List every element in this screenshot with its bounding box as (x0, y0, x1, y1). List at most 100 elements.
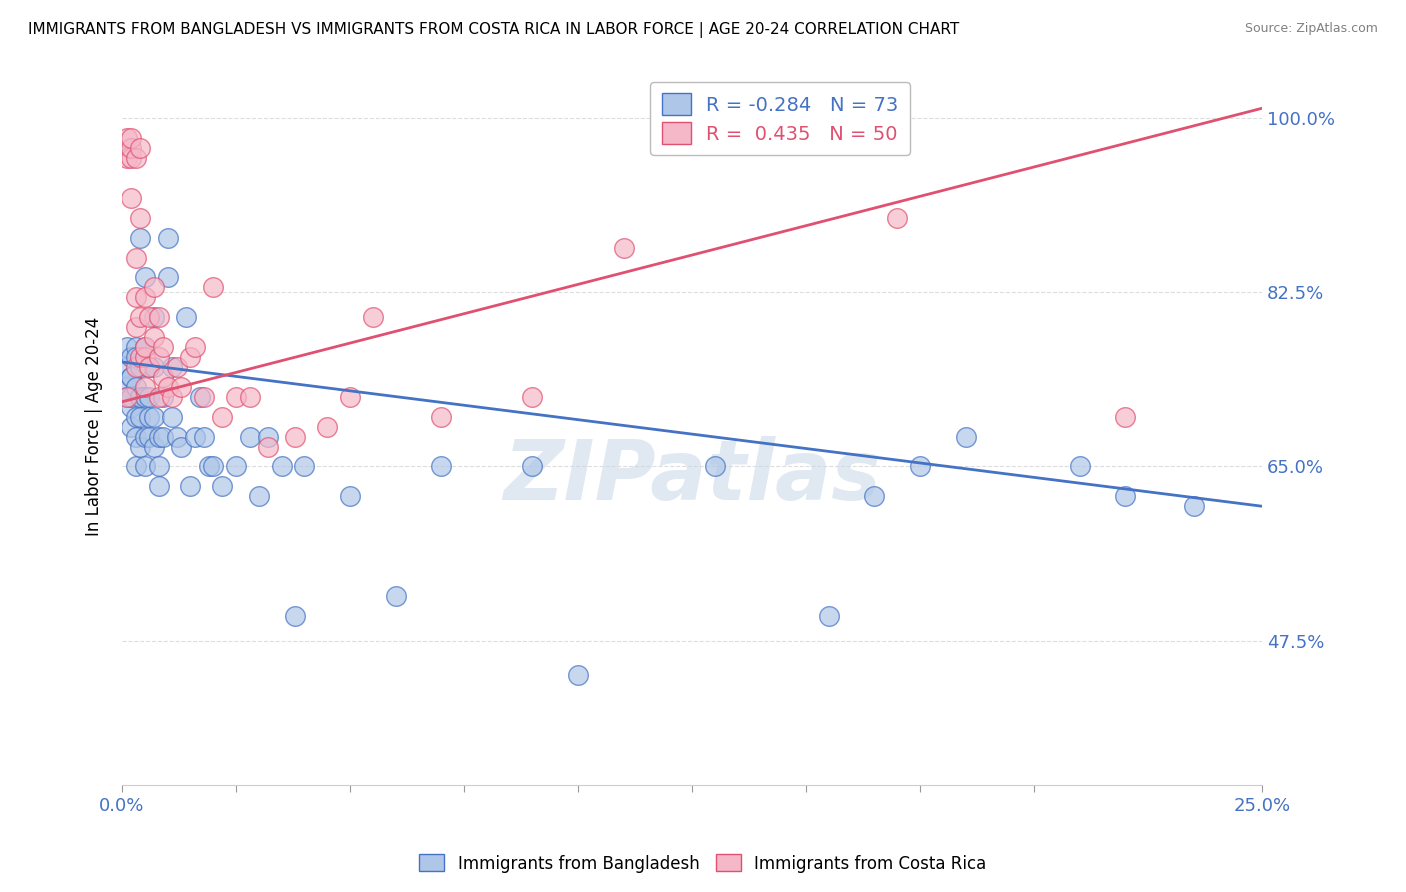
Point (148, 479, 170, 493)
Point (125, 459, 148, 474)
Point (1114, 489, 1136, 503)
Text: Source: ZipAtlas.com: Source: ZipAtlas.com (1244, 22, 1378, 36)
Point (384, 589, 406, 603)
Point (430, 409, 453, 424)
Point (225, 390, 247, 404)
Point (129, 440, 152, 454)
Point (211, 479, 233, 493)
Point (134, 290, 156, 304)
Point (160, 409, 183, 424)
Point (125, 340, 148, 354)
Legend: Immigrants from Bangladesh, Immigrants from Costa Rica: Immigrants from Bangladesh, Immigrants f… (413, 847, 993, 880)
Point (817, 608, 839, 623)
Point (179, 350, 201, 364)
Point (134, 340, 156, 354)
Point (138, 359, 160, 374)
Point (134, 350, 156, 364)
Point (156, 380, 179, 394)
Point (193, 390, 215, 404)
Point (247, 489, 270, 503)
Point (239, 390, 262, 404)
Point (120, 191, 142, 205)
Point (339, 489, 361, 503)
Point (125, 151, 148, 165)
Point (115, 151, 138, 165)
Point (284, 608, 307, 623)
Point (143, 280, 166, 294)
Point (886, 211, 908, 225)
Point (160, 359, 183, 374)
Text: ZIPatlas: ZIPatlas (503, 436, 882, 517)
Point (125, 409, 148, 424)
Point (134, 429, 156, 443)
Point (129, 359, 152, 374)
Point (125, 251, 148, 265)
Point (166, 359, 188, 374)
Point (863, 489, 886, 503)
Point (148, 429, 170, 443)
Point (115, 390, 138, 404)
Point (143, 310, 166, 325)
Point (148, 390, 170, 404)
Point (239, 429, 262, 443)
Point (134, 380, 156, 394)
Point (129, 390, 152, 404)
Point (148, 350, 170, 364)
Point (134, 270, 156, 285)
Point (211, 409, 233, 424)
Point (202, 280, 225, 294)
Point (152, 370, 174, 384)
Point (197, 459, 219, 474)
Point (170, 440, 193, 454)
Point (120, 151, 142, 165)
Point (257, 429, 280, 443)
Point (257, 440, 280, 454)
Point (152, 429, 174, 443)
Point (134, 340, 156, 354)
Point (184, 340, 207, 354)
Point (156, 230, 179, 244)
Point (125, 380, 148, 394)
Point (134, 459, 156, 474)
Point (160, 390, 183, 404)
Point (138, 359, 160, 374)
Point (270, 459, 292, 474)
Point (129, 409, 152, 424)
Point (115, 359, 138, 374)
Point (1114, 409, 1136, 424)
Point (138, 390, 160, 404)
Point (339, 390, 361, 404)
Point (115, 390, 138, 404)
Point (125, 320, 148, 334)
Point (1069, 459, 1091, 474)
Point (522, 390, 544, 404)
Point (152, 340, 174, 354)
Point (120, 370, 142, 384)
Point (134, 390, 156, 404)
Point (316, 419, 339, 434)
Point (567, 668, 589, 682)
Point (125, 350, 148, 364)
Point (143, 409, 166, 424)
Point (129, 350, 152, 364)
Point (115, 340, 138, 354)
Point (430, 459, 453, 474)
Point (143, 359, 166, 374)
Point (522, 459, 544, 474)
Point (613, 241, 636, 255)
Point (120, 350, 142, 364)
Point (120, 141, 142, 155)
Point (284, 429, 307, 443)
Point (955, 429, 977, 443)
Point (703, 459, 725, 474)
Point (129, 310, 152, 325)
Point (138, 310, 160, 325)
Point (1182, 500, 1205, 514)
Point (148, 310, 170, 325)
Point (202, 459, 225, 474)
Point (193, 429, 215, 443)
Point (188, 390, 211, 404)
Point (115, 380, 138, 394)
Point (125, 290, 148, 304)
Point (129, 141, 152, 155)
